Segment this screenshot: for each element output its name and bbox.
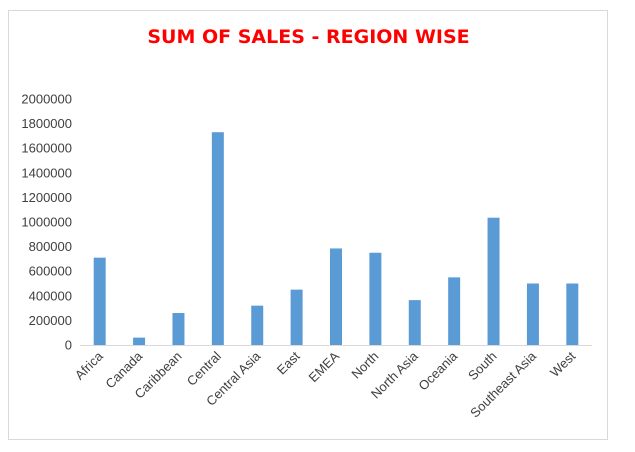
x-tick-label: Oceania xyxy=(415,348,460,393)
y-tick-label: 1200000 xyxy=(21,190,72,205)
y-tick-label: 600000 xyxy=(29,264,72,279)
bar-north-asia xyxy=(409,300,421,345)
bar-southeast-asia xyxy=(527,284,539,346)
bar-north xyxy=(369,253,381,345)
y-tick-label: 400000 xyxy=(29,288,72,303)
bar-central xyxy=(212,132,224,345)
bar-oceania xyxy=(448,277,460,345)
y-tick-label: 2000000 xyxy=(21,92,72,107)
x-tick-label: West xyxy=(547,348,579,380)
x-tick-label: South xyxy=(465,349,500,384)
bars xyxy=(94,132,579,345)
y-tick-label: 200000 xyxy=(29,313,72,328)
bar-emea xyxy=(330,248,342,345)
x-tick-label: East xyxy=(274,348,303,377)
y-tick-label: 800000 xyxy=(29,239,72,254)
y-tick-label: 1800000 xyxy=(21,116,72,131)
x-tick-label: North xyxy=(348,349,381,382)
bar-central-asia xyxy=(251,306,263,345)
bar-africa xyxy=(94,258,106,345)
bar-south xyxy=(488,218,500,345)
y-tick-label: 1000000 xyxy=(21,215,72,230)
x-tick-label: Africa xyxy=(72,348,107,383)
y-axis-labels: 0 200000 400000 600000 800000 1000000 1200000 1… xyxy=(21,92,72,353)
bar-caribbean xyxy=(172,313,184,345)
bar-canada xyxy=(133,338,145,345)
y-tick-label: 1400000 xyxy=(21,165,72,180)
y-tick-label: 1600000 xyxy=(21,141,72,156)
x-tick-label: EMEA xyxy=(305,348,342,385)
bar-east xyxy=(291,290,303,345)
bar-west xyxy=(566,284,578,346)
y-tick-label: 0 xyxy=(65,338,72,353)
